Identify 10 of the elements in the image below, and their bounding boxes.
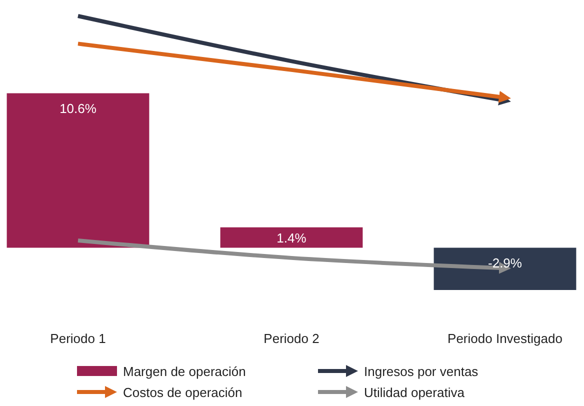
x-tick-label: Periodo Investigado xyxy=(448,331,562,346)
x-tick-label: Periodo 2 xyxy=(264,331,320,346)
legend-label: Margen de operación xyxy=(123,364,246,379)
data-label: 10.6% xyxy=(60,101,97,116)
legend-label: Ingresos por ventas xyxy=(364,364,479,379)
data-label: -2.9% xyxy=(488,256,522,271)
legend-label: Utilidad operativa xyxy=(364,385,466,400)
x-tick-label: Periodo 1 xyxy=(50,331,106,346)
legend-label: Costos de operación xyxy=(123,385,242,400)
data-label: 1.4% xyxy=(276,230,307,246)
